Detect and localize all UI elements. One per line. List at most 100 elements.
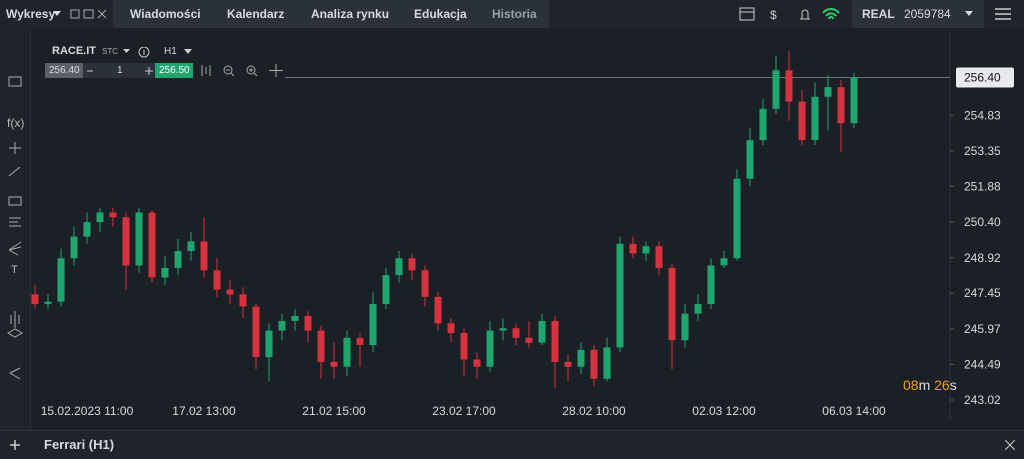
- tab[interactable]: Kalendarz: [227, 7, 285, 21]
- candle-body: [785, 70, 793, 102]
- bottom-bar: Ferrari (H1): [0, 430, 1024, 459]
- y-tick-label: 245.97: [964, 322, 1001, 336]
- candle-body: [837, 87, 845, 124]
- x-tick-label: 23.02 17:00: [432, 404, 496, 418]
- candle-body: [590, 349, 598, 379]
- status-icons[interactable]: $: [738, 5, 848, 23]
- candle-body: [83, 222, 91, 237]
- candle-body: [603, 347, 611, 379]
- candle-body: [447, 323, 455, 333]
- y-tick-label: 254.83: [964, 108, 1001, 122]
- dropdown-icon: [184, 49, 192, 54]
- volume-box[interactable]: [83, 63, 155, 78]
- candle-body: [317, 330, 325, 362]
- tab[interactable]: Analiza rynku: [311, 7, 390, 21]
- symbol[interactable]: RACE.IT: [52, 45, 96, 57]
- candle-body: [616, 243, 624, 348]
- tab[interactable]: Wiadomości: [130, 7, 201, 21]
- hamburger[interactable]: [995, 8, 1011, 20]
- y-tick-label: 243.02: [964, 393, 1001, 407]
- candle-body: [356, 337, 364, 346]
- candle-body: [473, 359, 481, 367]
- panel-title: Ferrari (H1): [44, 437, 115, 452]
- timer-unit: s: [949, 377, 957, 393]
- window-icons[interactable]: [70, 8, 108, 20]
- timeframe[interactable]: H1: [164, 46, 177, 57]
- candle-body: [200, 241, 208, 271]
- timer-minutes: 08: [903, 377, 919, 393]
- x-tick-label: 28.02 10:00: [562, 404, 626, 418]
- candle-body: [395, 258, 403, 276]
- timer-unit: m: [918, 377, 931, 393]
- account-number: 2059784: [904, 7, 951, 21]
- candle-body: [460, 332, 468, 360]
- candle-body: [499, 328, 507, 331]
- candle-body: [226, 289, 234, 295]
- candle-body: [772, 70, 780, 109]
- candle-body: [486, 330, 494, 367]
- menu[interactable]: Wykresy: [6, 7, 56, 21]
- candle-body: [681, 313, 689, 341]
- candle-body: [174, 251, 182, 268]
- tab[interactable]: Edukacja: [414, 7, 467, 21]
- candle-body: [551, 320, 559, 362]
- candle-body: [642, 246, 650, 254]
- candle-body: [434, 296, 442, 324]
- dropdown-icon: [53, 11, 61, 16]
- candle-body: [148, 212, 156, 278]
- candle-body: [512, 328, 520, 338]
- symbol-type: STC: [102, 47, 118, 56]
- y-tick-label: 250.40: [964, 215, 1001, 229]
- candle-body: [343, 337, 351, 367]
- x-tick-label: 21.02 15:00: [302, 404, 366, 418]
- candle-body: [668, 267, 676, 341]
- y-tick-label: 244.49: [964, 358, 1001, 372]
- candle-body: [187, 241, 195, 252]
- side-icons[interactable]: [0, 28, 30, 428]
- text-tool[interactable]: T: [11, 264, 18, 276]
- candle-body: [161, 267, 169, 278]
- candle-body: [31, 294, 39, 305]
- candle-body: [798, 101, 806, 141]
- account-box[interactable]: [852, 0, 984, 28]
- bid: 256.40: [49, 65, 80, 76]
- toolbar-icons[interactable]: [123, 47, 168, 59]
- candle-body: [720, 258, 728, 266]
- x-tick-label: 02.03 12:00: [692, 404, 756, 418]
- chart-tools[interactable]: [199, 63, 284, 78]
- bid-box[interactable]: [45, 63, 83, 78]
- account-type: REAL: [862, 7, 895, 21]
- svg-text:$: $: [770, 8, 777, 22]
- candle-body: [759, 108, 767, 141]
- candle-body: [109, 212, 117, 218]
- function-tool[interactable]: f(x): [7, 116, 25, 130]
- candle-body: [629, 243, 637, 254]
- candle-body: [369, 304, 377, 346]
- candle-timer: 08m 26s: [903, 377, 957, 393]
- y-tick-label: 247.45: [964, 286, 1001, 300]
- add-button[interactable]: [0, 431, 30, 459]
- candle-body: [564, 361, 572, 367]
- price-label: 256.40: [964, 70, 1001, 84]
- volume-controls[interactable]: [87, 63, 155, 78]
- close-icon[interactable]: [1005, 440, 1015, 450]
- y-tick-label: 253.35: [964, 144, 1001, 158]
- candle-body: [824, 87, 832, 97]
- candle-body: [408, 258, 416, 271]
- x-tick-label: 17.02 13:00: [172, 404, 236, 418]
- candle-body: [122, 217, 130, 266]
- candle-body: [239, 294, 247, 307]
- candle-body: [57, 258, 65, 302]
- candle-body: [746, 140, 754, 179]
- candle-body: [70, 236, 78, 259]
- ask-box[interactable]: [155, 63, 193, 78]
- ask: 256.50: [159, 65, 190, 76]
- candle-body: [733, 178, 741, 259]
- candle-body: [330, 361, 338, 367]
- tab[interactable]: Historia: [492, 7, 537, 21]
- candle-body: [811, 96, 819, 141]
- y-tick-label: 248.92: [964, 251, 1001, 265]
- candle-body: [44, 301, 52, 305]
